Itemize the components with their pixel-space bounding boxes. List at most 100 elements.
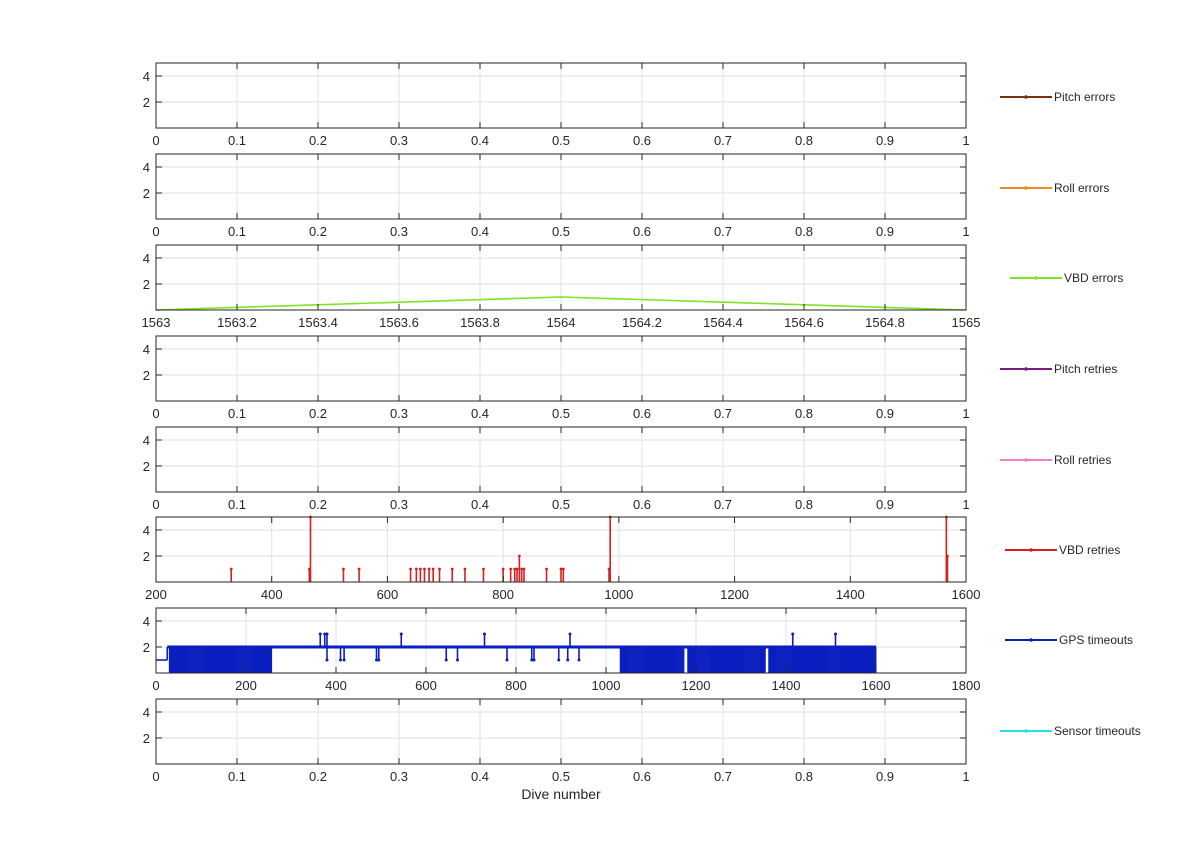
legend-marker <box>1024 95 1028 99</box>
legend-label: VBD errors <box>1064 271 1123 285</box>
data-point <box>456 658 459 662</box>
data-point <box>530 658 534 662</box>
x-tick-label: 0.8 <box>795 133 813 148</box>
x-tick-label: 1600 <box>952 587 981 602</box>
data-point <box>505 658 509 662</box>
data-point <box>482 567 485 571</box>
x-tick-label: 0 <box>152 497 159 512</box>
legend: Sensor timeouts <box>1000 724 1141 738</box>
data-point <box>566 658 570 662</box>
subplot-4: 0 0.1 0.2 0.3 0.4 0.5 0.6 0.7 0.8 0.9 1 2 4 Pitch ret… <box>143 335 1117 421</box>
y-tick-label: 4 <box>143 342 150 357</box>
data-point <box>399 632 403 636</box>
data-point <box>377 658 381 662</box>
series-3 <box>155 296 967 311</box>
x-tick-label: 1400 <box>836 587 865 602</box>
legend-label: VBD retries <box>1059 543 1120 557</box>
subplot-2: 0 0.1 0.2 0.3 0.4 0.5 0.6 0.7 0.8 0.9 1 2 4 Roll erro… <box>143 153 1109 239</box>
legend-label: Sensor timeouts <box>1054 724 1141 738</box>
x-tick-label: 1564 <box>547 315 576 330</box>
x-tick-label: 0.2 <box>309 769 327 784</box>
data-point <box>559 567 563 571</box>
x-tick-label: 1563.8 <box>460 315 500 330</box>
x-tick-label: 0 <box>152 678 159 693</box>
x-tick-label: 1000 <box>592 678 621 693</box>
x-tick-label: 0.4 <box>471 497 489 512</box>
data-point <box>509 567 513 571</box>
data-point <box>325 658 329 662</box>
y-tick-label: 2 <box>143 459 150 474</box>
y-tick-label: 2 <box>143 368 150 383</box>
legend-label: Roll errors <box>1054 181 1109 195</box>
x-tick-label: 0.9 <box>876 133 894 148</box>
x-tick-label: 0.2 <box>309 406 327 421</box>
x-tick-label: 200 <box>235 678 257 693</box>
x-tick-label: 1 <box>962 769 969 784</box>
x-tick-label: 600 <box>377 587 399 602</box>
data-point <box>545 567 548 571</box>
x-tick-label: 0.6 <box>633 133 651 148</box>
y-tick-label: 4 <box>143 705 150 720</box>
x-tick-label: 0.7 <box>714 497 732 512</box>
data-point <box>323 632 327 636</box>
x-tick-label: 0 <box>152 224 159 239</box>
x-axis-label: Dive number <box>521 786 601 802</box>
data-point <box>463 567 467 571</box>
x-tick-label: 0.8 <box>795 769 813 784</box>
data-point <box>561 567 565 571</box>
x-tick-label: 1600 <box>862 678 891 693</box>
x-tick-label: 400 <box>261 587 283 602</box>
x-tick-label: 0.1 <box>228 406 246 421</box>
x-tick-label: 0.3 <box>390 406 408 421</box>
subplot-7: 0 200 400 600 800 1000 1200 1400 1600 1800 2 4 GPS t… <box>143 607 1133 693</box>
x-tick-label: 0.8 <box>795 224 813 239</box>
y-tick-label: 2 <box>143 731 150 746</box>
x-tick-label: 0.4 <box>471 769 489 784</box>
series-6 <box>229 515 949 582</box>
y-tick-label: 2 <box>143 640 150 655</box>
x-tick-label: 0.7 <box>714 406 732 421</box>
legend-marker <box>1024 729 1028 733</box>
x-tick-label: 1200 <box>720 587 749 602</box>
legend-label: Roll retries <box>1054 453 1111 467</box>
x-tick-label: 1565 <box>952 315 981 330</box>
x-tick-label: 0.9 <box>876 224 894 239</box>
x-tick-label: 0.2 <box>309 497 327 512</box>
x-tick-label: 1 <box>962 497 969 512</box>
x-tick-label: 1 <box>962 406 969 421</box>
y-tick-label: 4 <box>143 69 150 84</box>
y-tick-label: 4 <box>143 523 150 538</box>
data-point <box>427 567 431 571</box>
x-tick-label: 0.4 <box>471 406 489 421</box>
x-tick-label: 1 <box>962 224 969 239</box>
subplot-1: 0 0.1 0.2 0.3 0.4 0.5 0.6 0.7 0.8 0.9 1 2 4 Pitch err… <box>143 62 1115 148</box>
subplot-3: 1563 1563.2 1563.4 1563.6 1563.8 1564 1564.2 15… <box>142 244 1123 330</box>
x-tick-label: 1563.4 <box>298 315 338 330</box>
x-tick-label: 0.9 <box>876 406 894 421</box>
data-point <box>520 567 524 571</box>
x-tick-label: 0 <box>152 406 159 421</box>
x-tick-label: 400 <box>325 678 347 693</box>
data-point <box>515 567 519 571</box>
data-point <box>375 658 378 662</box>
x-tick-label: 1200 <box>682 678 711 693</box>
x-tick-label: 0 <box>152 133 159 148</box>
data-point <box>834 632 837 636</box>
data-point <box>229 567 233 571</box>
x-tick-label: 600 <box>415 678 437 693</box>
x-tick-label: 0.5 <box>552 497 570 512</box>
y-tick-label: 4 <box>143 251 150 266</box>
data-point <box>318 632 322 636</box>
data-point <box>522 567 526 571</box>
legend-marker <box>1024 186 1028 190</box>
x-tick-label: 0.7 <box>714 133 732 148</box>
x-tick-label: 1564.6 <box>784 315 824 330</box>
x-tick-label: 0.5 <box>552 769 570 784</box>
x-tick-label: 0.5 <box>552 406 570 421</box>
x-tick-label: 1564.2 <box>622 315 662 330</box>
data-point <box>532 658 536 662</box>
x-tick-label: 0.3 <box>390 224 408 239</box>
series-line <box>155 296 967 311</box>
legend-label: GPS timeouts <box>1059 633 1133 647</box>
